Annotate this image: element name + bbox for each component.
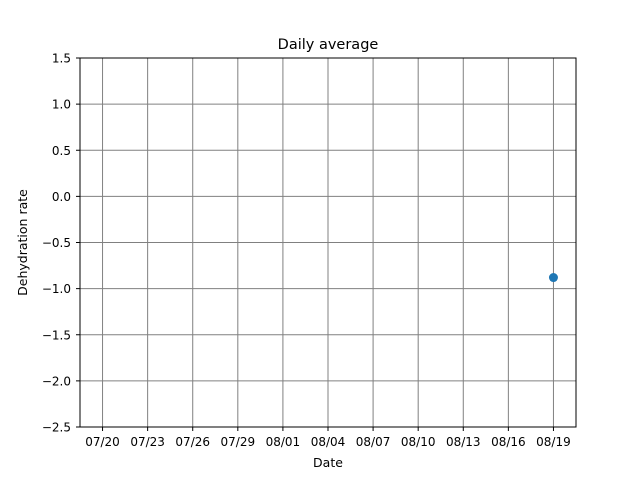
tick-layer: 07/20 07/23 07/26 07/29 08/01 08/04 08/07 08/10… bbox=[42, 52, 571, 450]
y-tick-label: −1.0 bbox=[42, 282, 71, 296]
x-tick-label: 07/23 bbox=[130, 435, 165, 449]
y-tick-label: −2.5 bbox=[42, 421, 71, 435]
x-tick-label: 08/07 bbox=[356, 435, 391, 449]
x-tick-label: 08/04 bbox=[311, 435, 346, 449]
chart-title: Daily average bbox=[278, 37, 379, 53]
y-tick-label: 1.0 bbox=[52, 98, 71, 112]
y-tick-label: 0.0 bbox=[52, 190, 71, 204]
y-tick-label: −1.5 bbox=[42, 328, 71, 342]
x-tick-label: 07/20 bbox=[85, 435, 120, 449]
x-tick-label: 07/29 bbox=[221, 435, 256, 449]
x-tick-label: 08/19 bbox=[536, 435, 571, 449]
data-point bbox=[548, 273, 558, 283]
y-tick-label: 1.5 bbox=[52, 52, 71, 66]
x-tick-label: 08/16 bbox=[491, 435, 526, 449]
x-axis-label: Date bbox=[313, 455, 343, 470]
y-tick-label: −0.5 bbox=[42, 236, 71, 250]
y-axis-label: Dehydration rate bbox=[15, 189, 30, 296]
x-tick-label: 08/13 bbox=[446, 435, 481, 449]
x-tick-label: 07/26 bbox=[175, 435, 210, 449]
x-tick-label: 08/10 bbox=[401, 435, 436, 449]
data-layer bbox=[548, 273, 558, 283]
x-tick-label: 08/01 bbox=[266, 435, 301, 449]
y-tick-label: −2.0 bbox=[42, 374, 71, 388]
y-tick-label: 0.5 bbox=[52, 144, 71, 158]
